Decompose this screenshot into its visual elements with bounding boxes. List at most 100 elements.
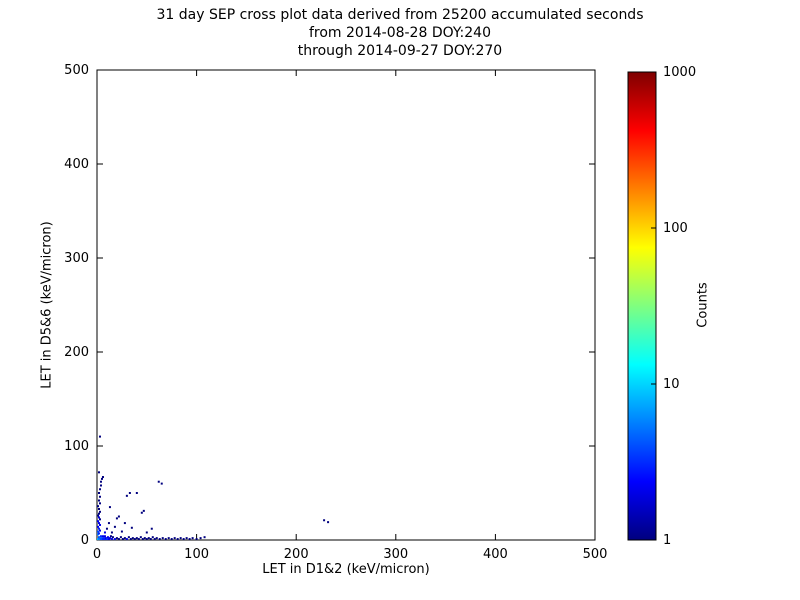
data-point xyxy=(327,521,330,524)
data-point xyxy=(105,538,108,541)
data-point xyxy=(142,509,145,512)
data-point xyxy=(195,538,198,541)
data-point xyxy=(96,520,99,523)
data-point xyxy=(96,530,99,533)
data-point xyxy=(125,538,128,541)
data-point xyxy=(130,526,133,529)
data-point xyxy=(97,499,100,502)
data-point xyxy=(191,537,194,540)
data-point xyxy=(98,510,101,513)
data-point xyxy=(96,514,99,517)
colorbar-label: Counts xyxy=(695,282,711,328)
data-point xyxy=(103,531,106,534)
data-point xyxy=(107,522,110,525)
y-tick-label: 100 xyxy=(64,439,89,454)
data-point xyxy=(188,538,191,541)
data-point xyxy=(125,494,128,497)
data-point xyxy=(173,537,176,540)
data-point xyxy=(109,535,112,538)
data-point xyxy=(99,480,102,483)
data-point xyxy=(98,518,101,521)
data-point xyxy=(97,492,100,494)
data-point xyxy=(110,538,113,541)
data-point xyxy=(96,525,99,528)
data-point xyxy=(145,538,148,541)
data-point xyxy=(105,527,108,530)
data-point xyxy=(150,527,153,530)
data-point xyxy=(103,535,106,538)
data-point xyxy=(161,537,164,540)
data-point xyxy=(101,535,104,538)
data-point xyxy=(120,530,123,533)
data-point xyxy=(182,538,185,541)
data-point xyxy=(108,537,111,540)
data-point xyxy=(170,538,173,541)
data-point xyxy=(153,538,156,541)
data-point xyxy=(127,536,130,539)
x-axis-label: LET in D1&2 (keV/micron) xyxy=(262,562,430,577)
data-point xyxy=(149,538,152,541)
data-point xyxy=(160,482,163,485)
data-point xyxy=(99,535,102,538)
y-tick-label: 500 xyxy=(64,63,89,78)
data-point xyxy=(96,505,99,508)
data-point xyxy=(167,537,170,540)
data-point xyxy=(98,435,101,438)
data-point xyxy=(117,538,120,541)
data-point xyxy=(100,477,103,480)
plot-title-line1: 31 day SEP cross plot data derived from … xyxy=(156,7,644,23)
data-point xyxy=(199,537,202,540)
x-tick-label: 0 xyxy=(93,547,101,562)
colorbar-frame xyxy=(627,71,657,541)
data-point xyxy=(157,480,160,483)
data-point xyxy=(135,537,138,540)
data-point xyxy=(111,536,114,539)
data-point xyxy=(97,527,100,530)
data-point xyxy=(113,538,116,541)
data-point xyxy=(135,492,138,494)
data-point xyxy=(98,495,101,498)
data-point xyxy=(131,537,134,540)
x-tick-label: 200 xyxy=(284,547,309,562)
data-point xyxy=(98,502,101,505)
data-point xyxy=(98,523,101,526)
data-point xyxy=(140,511,143,514)
data-point xyxy=(141,538,144,541)
data-point xyxy=(97,522,100,525)
colorbar-tick-label: 1000 xyxy=(663,65,696,80)
data-point xyxy=(98,529,101,532)
data-point xyxy=(139,536,142,539)
data-point xyxy=(97,532,100,535)
colorbar-tick-label: 1 xyxy=(663,533,671,548)
data-point xyxy=(137,538,140,541)
data-point xyxy=(155,537,158,540)
data-point xyxy=(97,512,100,515)
data-point xyxy=(128,492,131,494)
y-tick-label: 200 xyxy=(64,345,89,360)
data-point xyxy=(123,522,126,525)
data-point xyxy=(147,537,150,540)
colorbar-gradient xyxy=(628,72,656,540)
x-tick-label: 500 xyxy=(583,547,608,562)
data-point xyxy=(115,537,118,540)
data-point xyxy=(101,476,104,479)
data-point xyxy=(164,538,167,541)
plot-title-line3: through 2014-09-27 DOY:270 xyxy=(297,43,503,59)
data-point xyxy=(121,538,124,541)
data-point xyxy=(115,517,118,520)
data-point xyxy=(97,507,100,510)
y-tick-label: 300 xyxy=(64,251,89,266)
data-point xyxy=(123,537,126,540)
data-point xyxy=(129,538,132,541)
data-point xyxy=(151,536,154,539)
data-point xyxy=(133,538,136,541)
data-point xyxy=(117,515,120,518)
y-tick-label: 0 xyxy=(81,533,89,548)
plot-title-line2: from 2014-08-28 DOY:240 xyxy=(308,25,491,41)
data-point xyxy=(179,537,182,540)
plot-frame xyxy=(96,69,596,541)
data-point xyxy=(143,537,146,540)
data-point xyxy=(108,506,111,509)
